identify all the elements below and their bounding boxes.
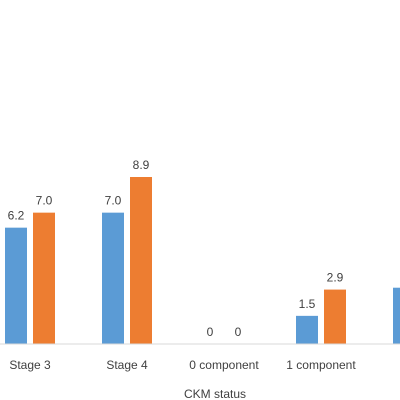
x-axis-title: CKM status: [184, 387, 246, 400]
category-label: 0 component: [189, 358, 259, 372]
bar: [130, 177, 152, 344]
bar: [5, 227, 27, 344]
data-label: 6.2: [8, 209, 25, 223]
data-label: 8.9: [133, 158, 150, 172]
bar: [393, 287, 400, 344]
bar: [102, 212, 124, 344]
bars-group: [5, 177, 400, 344]
data-label: 0: [235, 325, 242, 339]
data-label: 2.9: [327, 271, 344, 285]
bar: [324, 289, 346, 344]
data-label: 0: [207, 325, 214, 339]
bar: [33, 212, 55, 344]
data-label: 7.0: [36, 194, 53, 208]
data-label: 7.0: [105, 194, 122, 208]
category-label: 1 component: [286, 358, 356, 372]
category-label: Stage 3: [9, 358, 51, 372]
data-label: 1.5: [299, 297, 316, 311]
category-label: Stage 4: [106, 358, 148, 372]
bar: [296, 315, 318, 344]
